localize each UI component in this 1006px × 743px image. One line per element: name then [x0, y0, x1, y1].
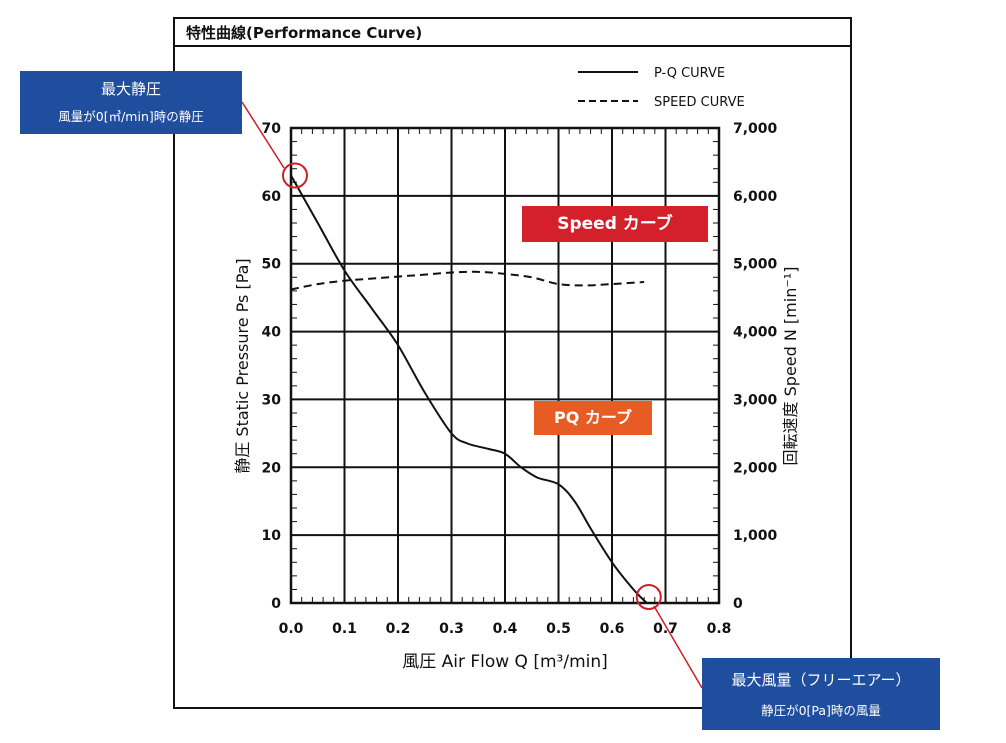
y-tick-label: 60	[262, 189, 282, 205]
y-tick-label: 10	[262, 528, 282, 544]
y-tick-label: 30	[262, 392, 282, 408]
max-pressure-callout-subtitle: 風量が0[㎥/min]時の静圧	[58, 109, 204, 124]
y-tick-label: 40	[262, 325, 282, 341]
y2-tick-label: 4,000	[733, 325, 778, 341]
max-flow-callout: 最大風量（フリーエアー） 静圧が0[Pa]時の風量	[702, 658, 940, 730]
x-tick-label: 0.8	[707, 621, 732, 637]
x-tick-label: 0.4	[493, 621, 518, 637]
legend-pq-label: P-Q CURVE	[654, 66, 725, 81]
y-axis-title: 静圧 Static Pressure Ps [Pa]	[233, 258, 252, 473]
plot-area-border	[289, 126, 721, 605]
y2-tick-label: 1,000	[733, 528, 778, 544]
axis-ticks: 0.0 0.1 0.2 0.3 0.4 0.5 0.6 0.7 0.80102030405060…	[262, 121, 778, 637]
frame-title: 特性曲線(Performance Curve)	[186, 24, 422, 42]
y-tick-label: 0	[271, 596, 281, 612]
max-pressure-callout-title: 最大静圧	[100, 80, 161, 98]
y2-tick-label: 7,000	[733, 121, 778, 137]
y-tick-label: 20	[262, 460, 282, 476]
x-tick-label: 0.0	[279, 621, 304, 637]
max-pressure-leader	[241, 101, 285, 169]
speed-curve-annotation: Speed カーブ	[522, 206, 708, 242]
y2-tick-label: 3,000	[733, 392, 778, 408]
x-tick-label: 0.6	[600, 621, 625, 637]
y2-axis-title: 回転速度 Speed N [min⁻¹]	[781, 267, 800, 466]
grid	[290, 127, 720, 604]
y-tick-label: 70	[262, 121, 282, 137]
y2-tick-label: 6,000	[733, 189, 778, 205]
legend-speed-label: SPEED CURVE	[654, 95, 745, 110]
series	[290, 175, 648, 604]
max-flow-callout-title: 最大風量（フリーエアー）	[731, 671, 911, 689]
max-flow-leader	[653, 605, 703, 689]
y2-tick-label: 0	[733, 596, 743, 612]
max-pressure-highlight	[282, 162, 308, 189]
x-axis-title: 風圧 Air Flow Q [m³/min]	[402, 652, 608, 672]
y-tick-label: 50	[262, 257, 282, 273]
speed-curve-line	[290, 270, 645, 291]
x-tick-label: 0.3	[439, 621, 464, 637]
x-tick-label: 0.1	[332, 621, 357, 637]
legend: P-Q CURVE SPEED CURVE	[578, 66, 745, 110]
x-tick-label: 0.7	[653, 621, 678, 637]
y2-tick-label: 5,000	[733, 257, 778, 273]
outer-frame	[173, 17, 852, 709]
max-flow-callout-subtitle: 静圧が0[Pa]時の風量	[761, 703, 881, 718]
x-tick-label: 0.5	[546, 621, 571, 637]
y2-tick-label: 2,000	[733, 460, 778, 476]
pq-curve-line	[290, 175, 648, 604]
max-pressure-callout: 最大静圧 風量が0[㎥/min]時の静圧	[20, 71, 242, 134]
max-flow-highlight	[635, 584, 662, 610]
pq-curve-annotation: PQ カーブ	[534, 401, 652, 435]
x-tick-label: 0.2	[386, 621, 411, 637]
